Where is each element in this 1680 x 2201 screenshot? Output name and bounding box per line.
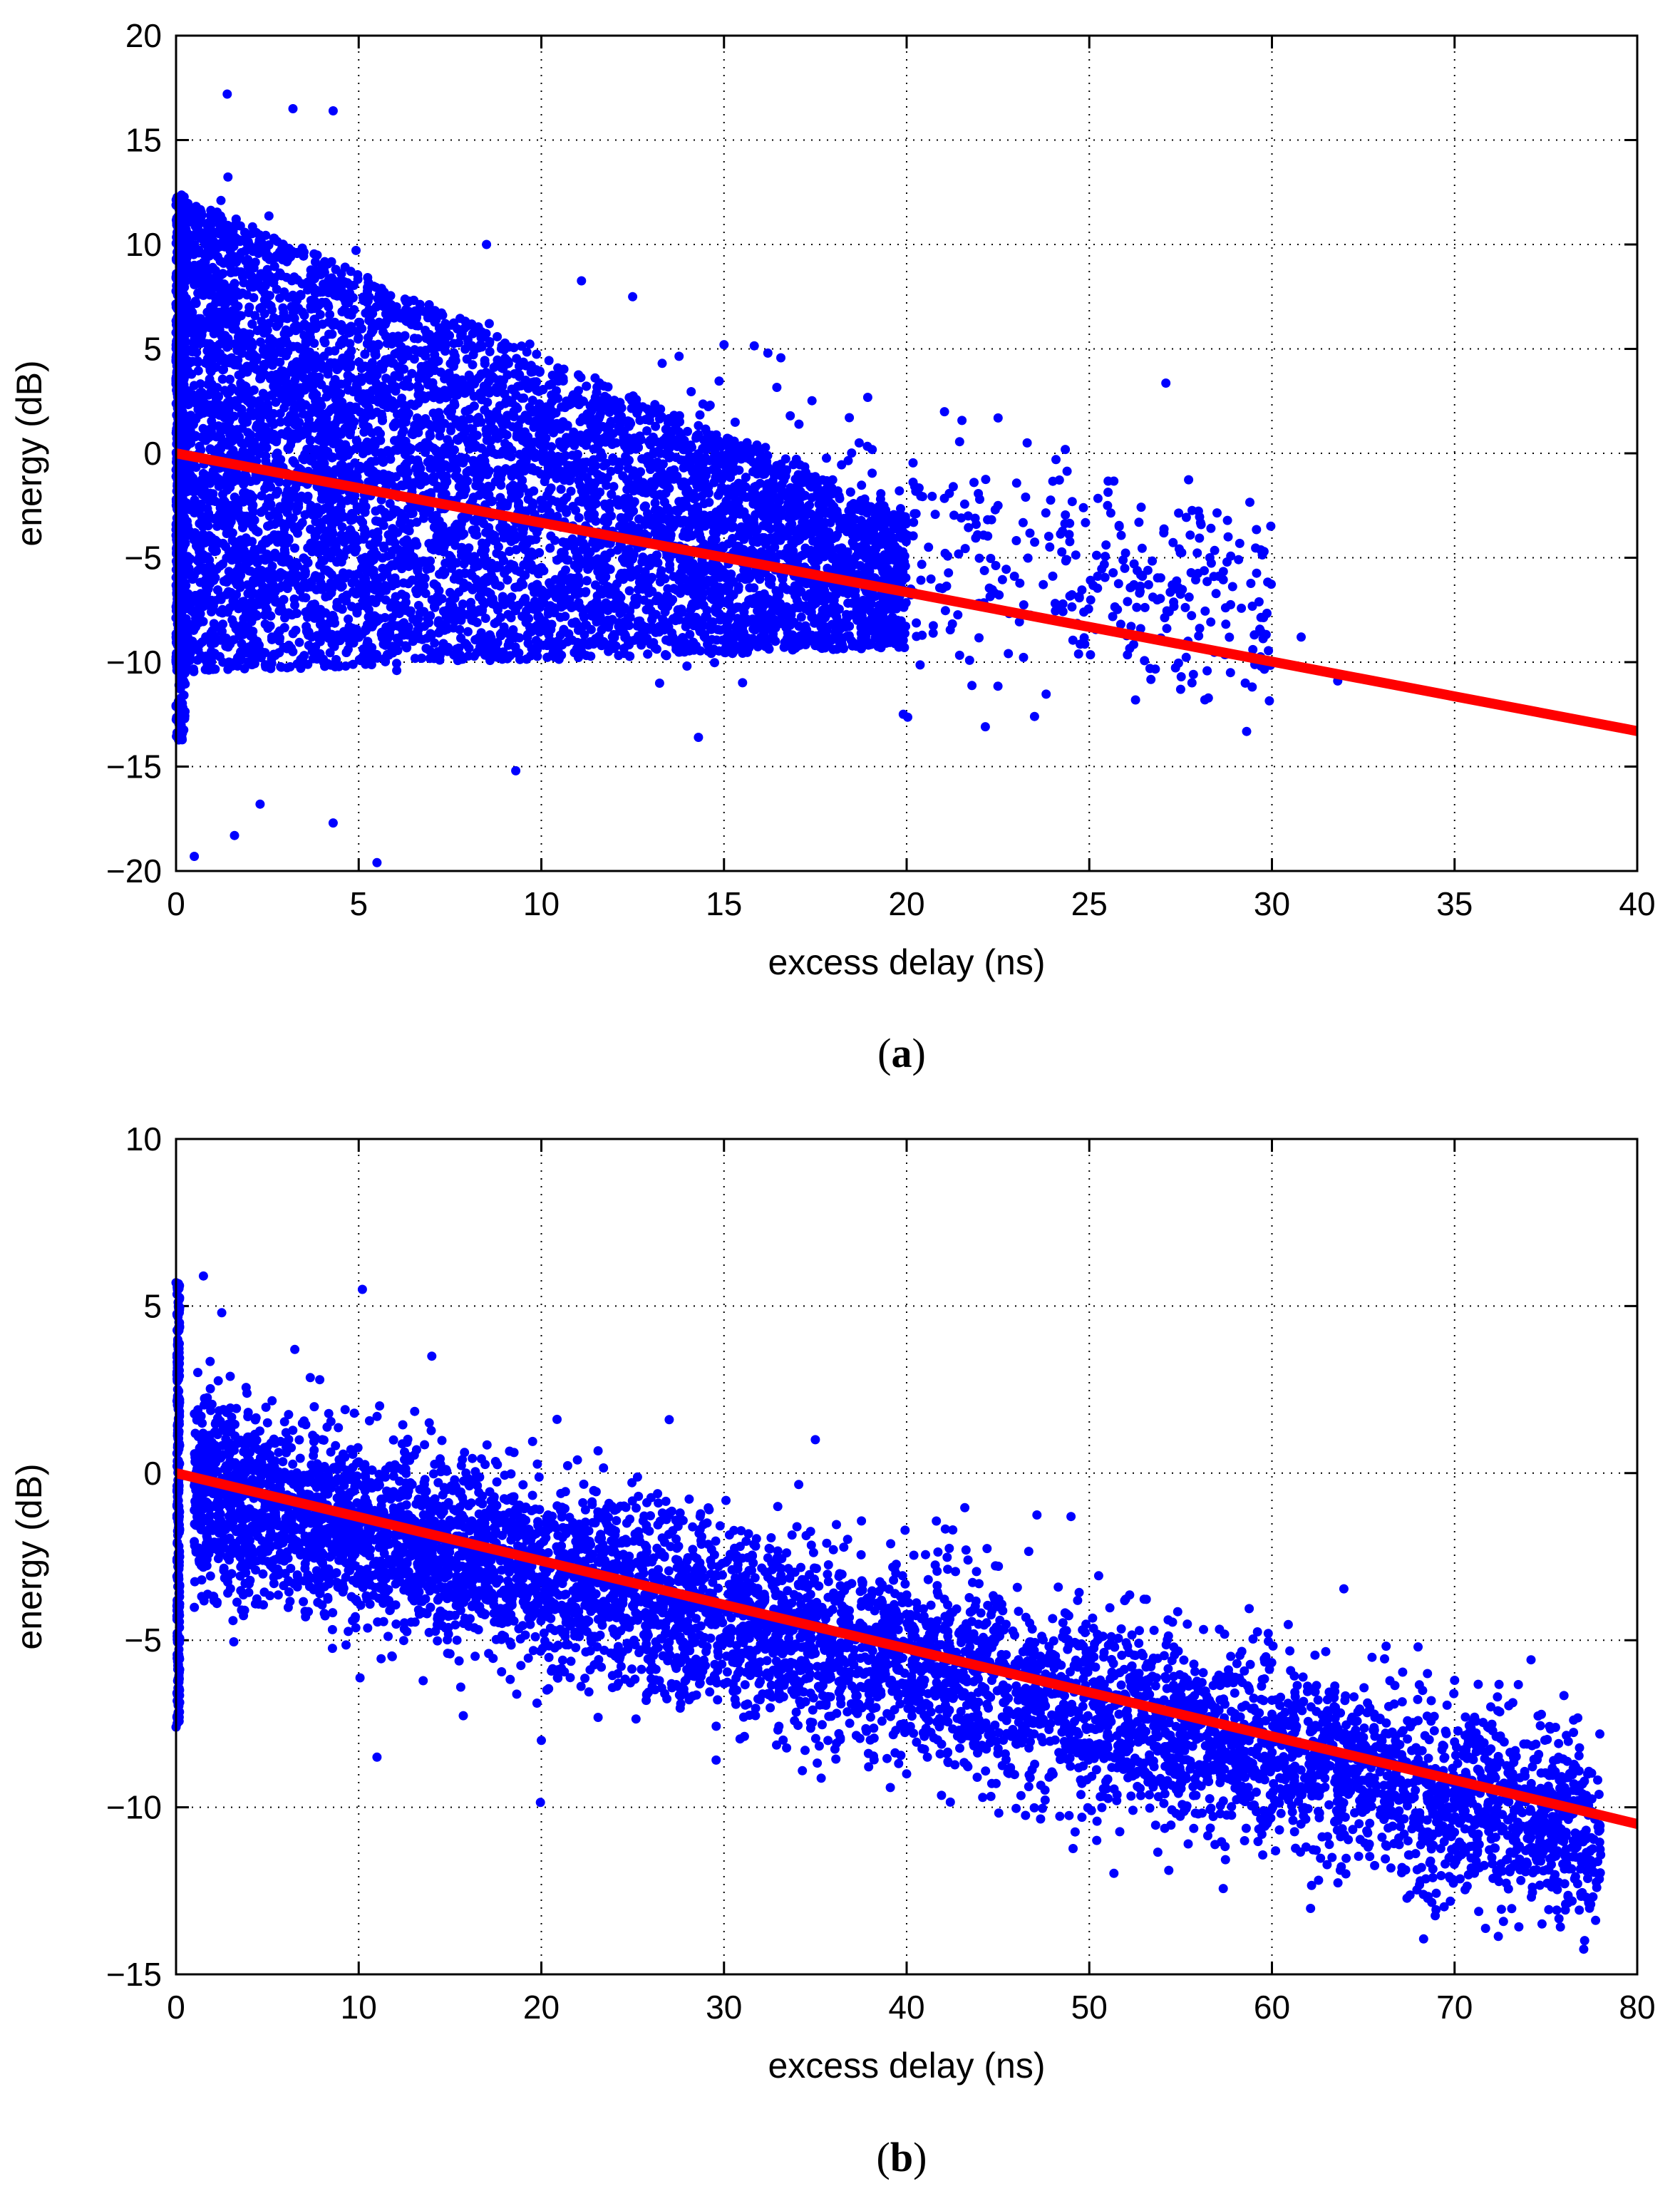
data-point: [745, 583, 755, 593]
data-point: [446, 422, 456, 432]
data-point: [532, 349, 542, 359]
data-point: [361, 308, 371, 318]
data-point: [650, 498, 660, 508]
data-point: [519, 393, 529, 403]
data-point: [490, 619, 500, 629]
data-point: [624, 586, 634, 596]
data-point: [493, 331, 503, 341]
data-point: [290, 600, 299, 610]
data-point: [495, 612, 505, 622]
scatter-series: [171, 89, 1343, 867]
data-point: [449, 339, 458, 349]
data-point: [496, 480, 506, 490]
data-point: [463, 627, 473, 636]
data-point: [468, 360, 478, 370]
data-point: [485, 346, 495, 356]
data-point: [353, 270, 363, 279]
data-point: [512, 354, 522, 364]
data-point: [652, 644, 661, 654]
